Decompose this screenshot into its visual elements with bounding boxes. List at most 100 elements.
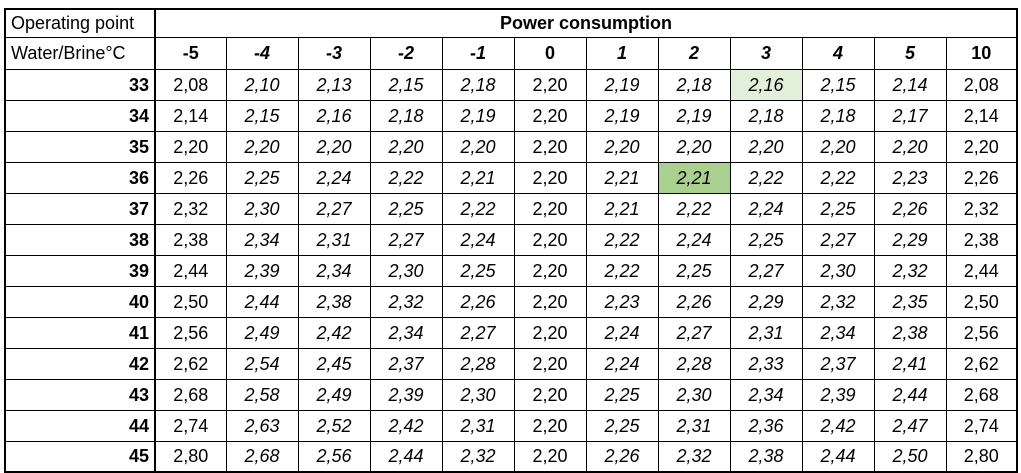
table-cell[interactable]: 2,14: [154, 99, 227, 132]
table-cell[interactable]: 2,56: [297, 440, 371, 473]
table-cell[interactable]: 2,50: [945, 285, 1018, 318]
table-cell[interactable]: 2,30: [801, 254, 875, 287]
table-cell[interactable]: 2,35: [873, 285, 947, 318]
table-cell[interactable]: 2,22: [801, 161, 875, 194]
table-cell[interactable]: 2,52: [297, 409, 371, 442]
row-header[interactable]: 34: [4, 99, 156, 132]
table-cell[interactable]: 2,32: [154, 192, 227, 225]
table-cell[interactable]: 2,15: [369, 68, 443, 101]
table-cell[interactable]: 2,44: [801, 440, 875, 473]
table-cell[interactable]: 2,58: [225, 378, 299, 411]
table-cell[interactable]: 2,15: [801, 68, 875, 101]
water-brine-label[interactable]: Water/Brine°C: [4, 36, 156, 70]
table-cell[interactable]: 2,20: [513, 347, 587, 380]
table-cell[interactable]: 2,16: [729, 68, 803, 101]
table-cell[interactable]: 2,25: [585, 409, 659, 442]
table-cell[interactable]: 2,28: [657, 347, 731, 380]
table-cell[interactable]: 2,24: [657, 223, 731, 256]
table-cell[interactable]: 2,32: [801, 285, 875, 318]
table-cell[interactable]: 2,19: [657, 99, 731, 132]
table-cell[interactable]: 2,63: [225, 409, 299, 442]
column-header[interactable]: 5: [873, 36, 947, 70]
table-cell[interactable]: 2,29: [873, 223, 947, 256]
column-header[interactable]: -5: [154, 36, 227, 70]
table-cell[interactable]: 2,20: [513, 378, 587, 411]
table-cell[interactable]: 2,36: [729, 409, 803, 442]
table-cell[interactable]: 2,19: [585, 68, 659, 101]
table-cell[interactable]: 2,20: [729, 130, 803, 163]
table-cell[interactable]: 2,24: [297, 161, 371, 194]
table-cell[interactable]: 2,20: [513, 409, 587, 442]
table-cell[interactable]: 2,80: [945, 440, 1018, 473]
table-cell[interactable]: 2,20: [513, 223, 587, 256]
table-cell[interactable]: 2,27: [801, 223, 875, 256]
table-cell[interactable]: 2,41: [873, 347, 947, 380]
column-header[interactable]: -2: [369, 36, 443, 70]
table-cell[interactable]: 2,19: [585, 99, 659, 132]
table-cell[interactable]: 2,42: [801, 409, 875, 442]
table-cell[interactable]: 2,26: [945, 161, 1018, 194]
table-cell[interactable]: 2,22: [585, 254, 659, 287]
table-cell[interactable]: 2,32: [873, 254, 947, 287]
table-cell[interactable]: 2,18: [801, 99, 875, 132]
table-cell[interactable]: 2,25: [441, 254, 515, 287]
table-cell[interactable]: 2,27: [297, 192, 371, 225]
table-cell[interactable]: 2,25: [657, 254, 731, 287]
table-cell[interactable]: 2,20: [225, 130, 299, 163]
table-cell[interactable]: 2,37: [801, 347, 875, 380]
row-header[interactable]: 39: [4, 254, 156, 287]
table-cell[interactable]: 2,68: [154, 378, 227, 411]
table-cell[interactable]: 2,31: [657, 409, 731, 442]
column-header[interactable]: -4: [225, 36, 299, 70]
operating-point-label[interactable]: Operating point: [4, 8, 156, 38]
row-header[interactable]: 45: [4, 440, 156, 473]
table-cell[interactable]: 2,74: [154, 409, 227, 442]
table-cell[interactable]: 2,26: [154, 161, 227, 194]
table-cell[interactable]: 2,17: [873, 99, 947, 132]
table-cell[interactable]: 2,25: [369, 192, 443, 225]
table-cell[interactable]: 2,20: [657, 130, 731, 163]
row-header[interactable]: 40: [4, 285, 156, 318]
row-header[interactable]: 41: [4, 316, 156, 349]
table-cell[interactable]: 2,22: [369, 161, 443, 194]
row-header[interactable]: 43: [4, 378, 156, 411]
table-cell[interactable]: 2,14: [873, 68, 947, 101]
column-header[interactable]: 10: [945, 36, 1018, 70]
table-cell[interactable]: 2,20: [585, 130, 659, 163]
table-cell[interactable]: 2,25: [801, 192, 875, 225]
table-cell[interactable]: 2,38: [154, 223, 227, 256]
table-cell[interactable]: 2,31: [441, 409, 515, 442]
table-cell[interactable]: 2,39: [801, 378, 875, 411]
table-cell[interactable]: 2,20: [513, 440, 587, 473]
table-cell[interactable]: 2,22: [585, 223, 659, 256]
table-cell[interactable]: 2,56: [945, 316, 1018, 349]
table-cell[interactable]: 2,44: [945, 254, 1018, 287]
table-cell[interactable]: 2,62: [154, 347, 227, 380]
row-header[interactable]: 38: [4, 223, 156, 256]
table-cell[interactable]: 2,20: [441, 130, 515, 163]
table-cell[interactable]: 2,24: [585, 347, 659, 380]
table-cell[interactable]: 2,34: [369, 316, 443, 349]
table-cell[interactable]: 2,21: [585, 161, 659, 194]
table-cell[interactable]: 2,68: [945, 378, 1018, 411]
table-cell[interactable]: 2,30: [441, 378, 515, 411]
table-cell[interactable]: 2,39: [225, 254, 299, 287]
table-cell[interactable]: 2,50: [154, 285, 227, 318]
table-cell[interactable]: 2,22: [729, 161, 803, 194]
table-cell[interactable]: 2,20: [801, 130, 875, 163]
column-header[interactable]: 3: [729, 36, 803, 70]
table-cell[interactable]: 2,20: [369, 130, 443, 163]
table-cell[interactable]: 2,32: [945, 192, 1018, 225]
table-cell[interactable]: 2,20: [945, 130, 1018, 163]
table-cell[interactable]: 2,26: [585, 440, 659, 473]
table-cell[interactable]: 2,47: [873, 409, 947, 442]
table-cell[interactable]: 2,26: [657, 285, 731, 318]
table-cell[interactable]: 2,15: [225, 99, 299, 132]
table-cell[interactable]: 2,38: [873, 316, 947, 349]
table-cell[interactable]: 2,20: [513, 316, 587, 349]
table-cell[interactable]: 2,25: [729, 223, 803, 256]
row-header[interactable]: 42: [4, 347, 156, 380]
table-cell[interactable]: 2,39: [369, 378, 443, 411]
table-cell[interactable]: 2,31: [729, 316, 803, 349]
table-cell[interactable]: 2,18: [729, 99, 803, 132]
